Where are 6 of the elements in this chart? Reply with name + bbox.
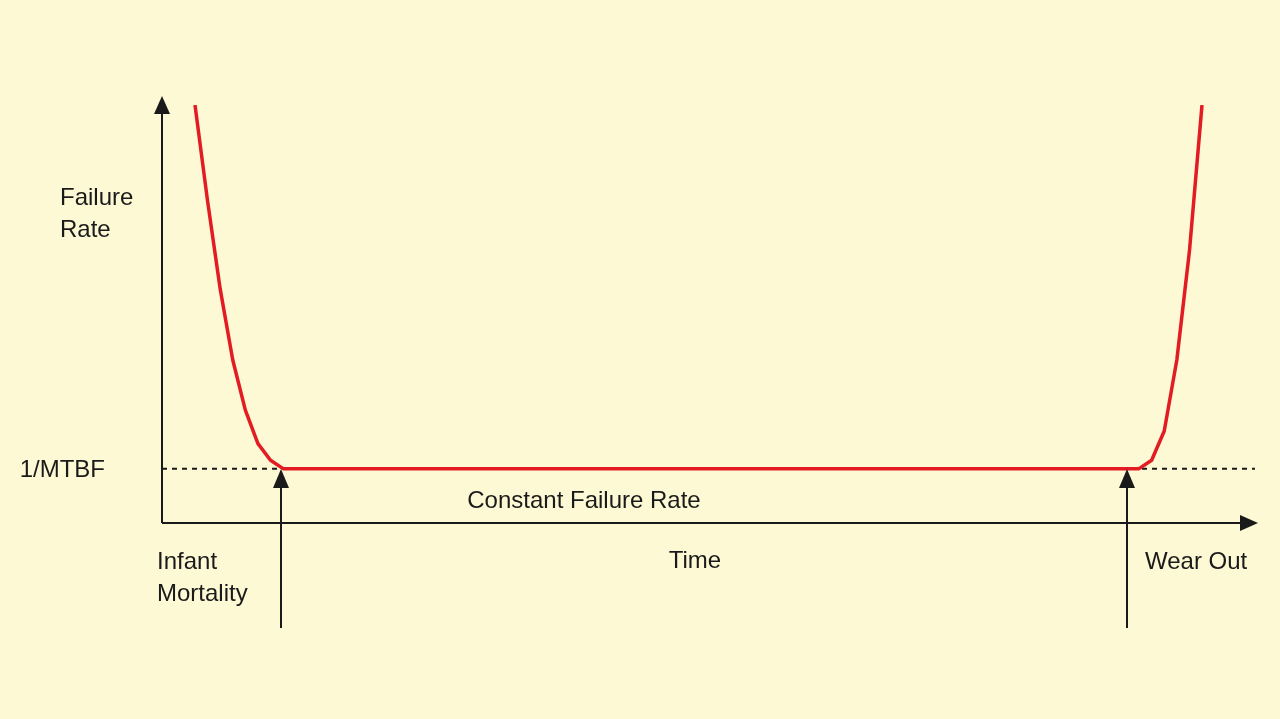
text: Wear Out [1145,546,1249,576]
x-axis-title: Time [667,545,723,575]
annotation: Constant Failure Rate [466,485,702,515]
y-axis-title: Failure Rate [60,182,135,244]
ref-line-label: 1/MTBF [19,455,105,483]
text: Infant Mortality [157,546,249,608]
